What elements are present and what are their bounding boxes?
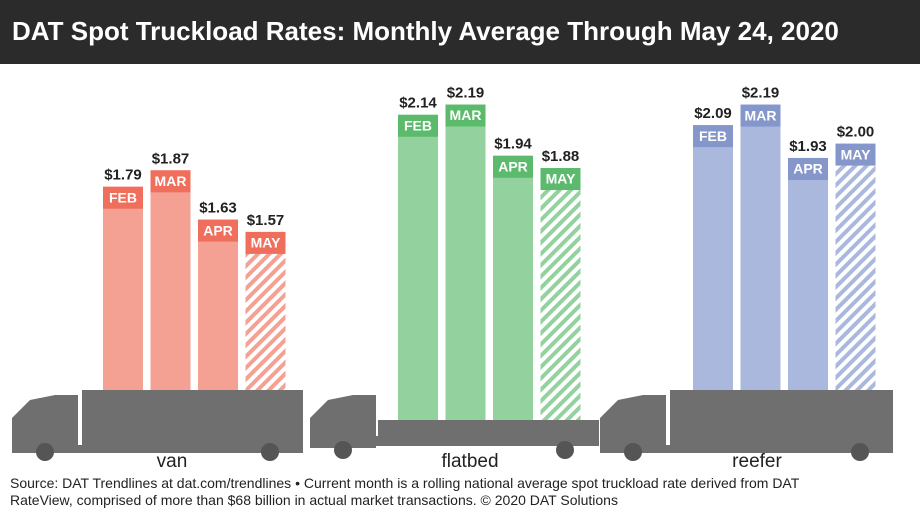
value-label: $2.09 [694,105,732,122]
bar [150,170,191,390]
value-label: $1.94 [494,136,532,153]
month-label-box [245,231,286,254]
bar [788,157,828,390]
bar [398,114,438,420]
value-label: $2.19 [447,85,485,102]
month-label: FEB [109,189,137,205]
month-label: MAR [745,107,777,123]
source-line: RateView, comprised of more than $68 bil… [10,492,618,508]
bar [693,125,733,391]
reefer-truck [600,390,893,461]
month-label-box [835,143,876,166]
value-label: $1.57 [247,212,285,229]
bar [835,143,876,390]
source-note: Source: DAT Trendlines at dat.com/trendl… [10,475,803,508]
month-label-box [103,186,143,209]
value-label: $2.14 [399,95,437,112]
bar [245,231,286,390]
value-label: $1.63 [199,200,237,217]
title-bar [0,0,920,64]
month-label: MAY [841,146,871,162]
panel-label: reefer [732,451,782,472]
month-label: MAY [546,171,576,187]
source-line: Source: DAT Trendlines at dat.com/trendl… [10,475,803,491]
month-label: APR [498,158,528,174]
month-label-box [445,104,486,127]
month-label: APR [793,161,823,177]
bar [445,104,486,421]
chart-title: DAT Spot Truckload Rates: Monthly Averag… [12,16,839,46]
bar [540,168,581,420]
month-label-box [398,114,438,137]
month-label: MAY [251,235,281,251]
month-label-box [788,157,828,180]
bar [198,219,238,390]
bar [493,155,533,420]
value-label: $1.93 [789,138,827,155]
month-label-box [693,125,733,148]
month-label: FEB [699,128,727,144]
month-label: MAR [155,173,187,189]
value-label: $1.88 [542,148,580,165]
bar [740,104,781,390]
month-label: MAR [450,107,482,123]
value-label: $2.19 [742,85,780,102]
month-label-box [493,155,533,178]
value-label: $2.00 [837,124,875,141]
month-label-box [150,170,191,193]
month-label-box [740,104,781,127]
month-label-box [540,168,581,191]
value-label: $1.79 [104,167,142,184]
panel-label: van [157,451,188,472]
month-label: FEB [404,117,432,133]
month-label: APR [203,222,233,238]
month-label-box [198,219,238,242]
van-truck [12,390,303,461]
value-label: $1.87 [152,150,190,167]
bar [103,186,143,390]
flatbed-truck [310,395,599,459]
panel-label: flatbed [441,451,498,472]
